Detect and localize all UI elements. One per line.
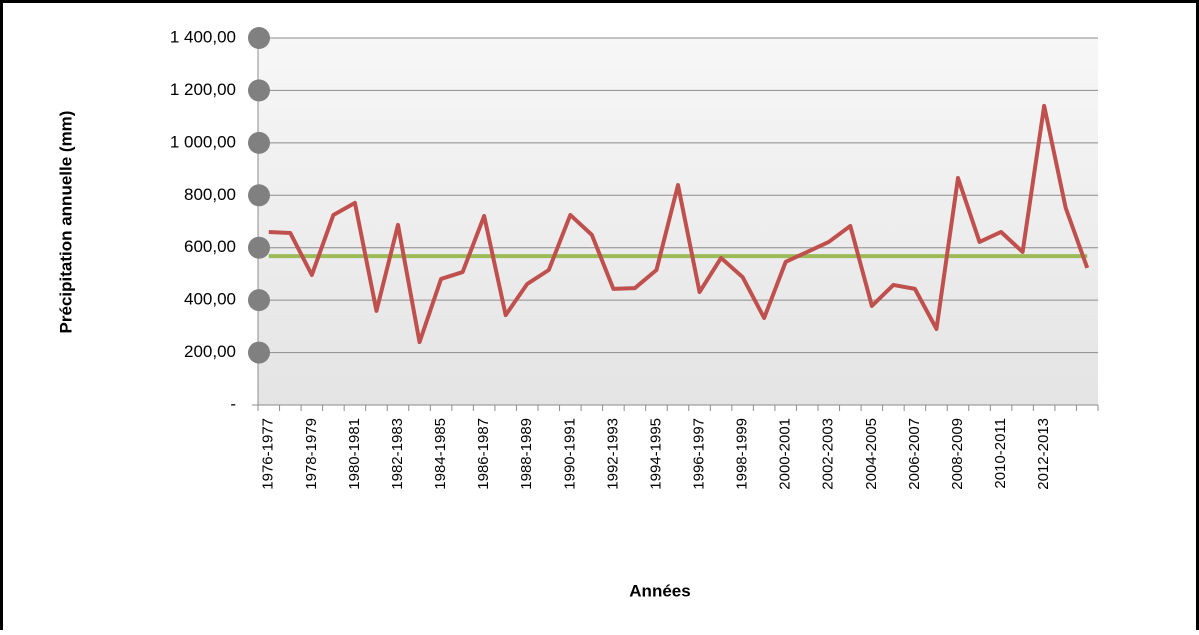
y-tick-label: 1 400,00 <box>170 27 236 46</box>
y-tick-label: 600,00 <box>184 237 236 256</box>
x-axis-title: Années <box>629 581 690 600</box>
y-tick-label: 1 000,00 <box>170 132 236 151</box>
x-tick-label: 1992-1993 <box>604 418 621 490</box>
y-tick-label: 800,00 <box>184 185 236 204</box>
axis-marker <box>248 131 270 154</box>
x-tick-label: 2004-2005 <box>863 418 880 490</box>
x-tick-label: 1978-1979 <box>303 418 320 490</box>
x-tick-label: 2002-2003 <box>820 418 837 490</box>
x-tick-label: 2012-2013 <box>1035 418 1052 490</box>
x-tick-label: 2006-2007 <box>906 418 923 490</box>
y-axis-title: Précipitation annuelle (mm) <box>56 111 75 334</box>
x-tick-label: 1984-1985 <box>432 418 449 490</box>
x-tick-label: 1976-1977 <box>260 418 277 490</box>
axis-marker <box>248 341 270 364</box>
axis-marker <box>248 184 270 207</box>
x-tick-label: 1988-1989 <box>518 418 535 490</box>
x-tick-label: 1996-1997 <box>691 418 708 490</box>
x-tick-label: 1986-1987 <box>475 418 492 490</box>
axis-marker <box>248 289 270 312</box>
series-line <box>268 103 1090 345</box>
y-tick-label: 1 200,00 <box>170 80 236 99</box>
x-tick-label: 2000-2001 <box>777 418 794 490</box>
plot-area <box>258 38 1098 405</box>
x-tick-label: 1980-1981 <box>346 418 363 490</box>
x-tick-label: 1998-1999 <box>734 418 751 490</box>
y-tick-label: - <box>230 394 236 413</box>
x-tick-label: 1990-1991 <box>561 418 578 490</box>
x-tick-label: 1982-1983 <box>389 418 406 490</box>
axis-marker <box>248 27 270 49</box>
axis-marker <box>248 79 270 102</box>
x-tick-label: 2008-2009 <box>949 418 966 490</box>
x-tick-label: 1994-1995 <box>647 418 664 490</box>
axis-marker <box>248 236 270 259</box>
y-tick-label: 400,00 <box>184 290 236 309</box>
x-tick-label: 2010-2011 <box>992 418 1009 489</box>
y-tick-label: 200,00 <box>184 342 236 361</box>
